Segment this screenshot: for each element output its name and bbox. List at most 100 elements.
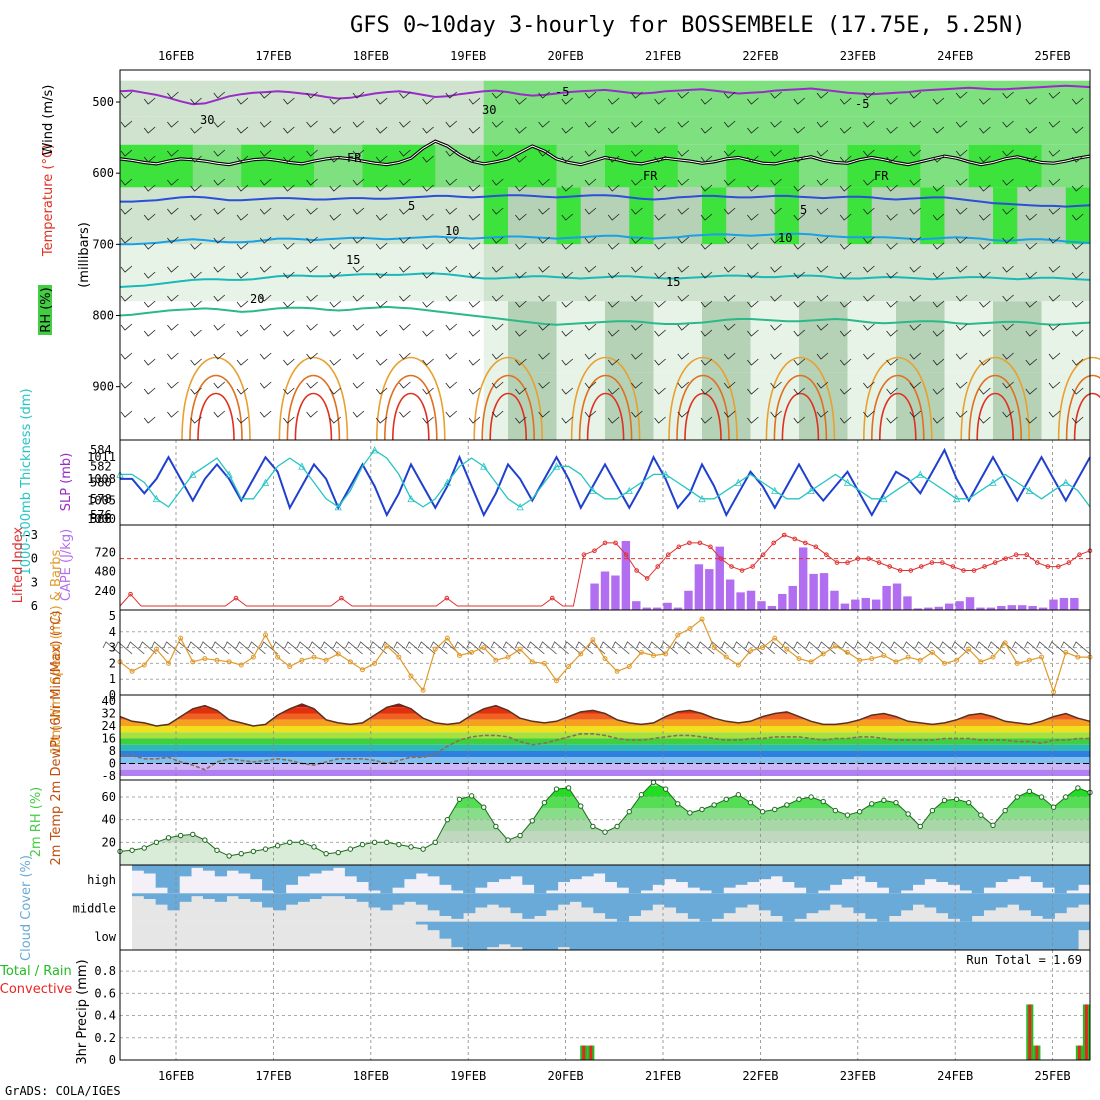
wind-barb bbox=[102, 641, 121, 655]
rh-marker bbox=[517, 832, 523, 839]
wind-barb bbox=[283, 97, 295, 105]
cloud-bar-high bbox=[593, 865, 606, 874]
cloud-bar-low bbox=[1030, 921, 1044, 950]
cloud-bar-middle bbox=[344, 893, 358, 899]
wind-barb bbox=[236, 387, 249, 395]
rh-shading-cell bbox=[799, 80, 824, 117]
cloud-bar-low bbox=[924, 921, 937, 950]
cape-bar bbox=[621, 541, 631, 610]
cloud-bar-low bbox=[995, 921, 1008, 950]
rh-shading-cell bbox=[580, 80, 606, 117]
cloud-bar-middle bbox=[959, 893, 973, 922]
wind-speed-marker bbox=[590, 637, 596, 643]
wind-speed-marker bbox=[141, 662, 147, 668]
wind-barb bbox=[1002, 265, 1014, 273]
rh-shading-cell bbox=[750, 244, 776, 302]
cape-bar bbox=[1070, 597, 1079, 610]
wind-barb bbox=[955, 410, 968, 418]
cloud-bar-high bbox=[687, 865, 701, 888]
wind-barb bbox=[190, 126, 202, 134]
wind-barb bbox=[375, 242, 388, 250]
wind-barb bbox=[143, 97, 156, 105]
wind-barb bbox=[515, 300, 527, 308]
wind-barb bbox=[143, 126, 156, 134]
wind-barb bbox=[561, 271, 574, 279]
wind-barb bbox=[932, 358, 945, 366]
wind-barb bbox=[979, 387, 991, 395]
wind-barb bbox=[631, 381, 643, 389]
precip-bar-convective bbox=[1035, 1045, 1039, 1060]
lifted-index-marker bbox=[676, 544, 682, 550]
lifted-index-marker bbox=[1045, 564, 1051, 569]
rh-marker bbox=[553, 786, 560, 792]
cloud-bar-low bbox=[758, 921, 772, 950]
rh-shading-cell bbox=[629, 301, 654, 373]
rh-marker bbox=[929, 807, 936, 814]
rh-marker bbox=[250, 848, 257, 855]
rh-shading-cell bbox=[944, 244, 970, 302]
precip-tick-label: 0.8 bbox=[94, 964, 116, 978]
contour-label: FR bbox=[643, 169, 658, 183]
wind-barb bbox=[1002, 120, 1014, 128]
rh-shading-cell bbox=[314, 187, 339, 245]
cloud-bar-low bbox=[794, 921, 807, 950]
wind-barb bbox=[886, 329, 898, 337]
rh-shading-cell bbox=[144, 187, 169, 245]
wind-barb bbox=[259, 323, 272, 331]
rh-shading-cell bbox=[508, 187, 533, 245]
wind-barb bbox=[745, 641, 763, 655]
wind-barb bbox=[636, 641, 654, 655]
wind-barb bbox=[909, 323, 922, 331]
rh-shading-cell bbox=[629, 80, 654, 117]
thickness-tick-label: 576 bbox=[90, 508, 112, 522]
wind-barb bbox=[445, 149, 458, 157]
wind-barb bbox=[816, 323, 829, 331]
cape-bar bbox=[778, 593, 787, 610]
rh-shading-cell bbox=[508, 301, 533, 373]
wind-speed-marker bbox=[360, 667, 365, 673]
wind-barb bbox=[120, 149, 133, 157]
thickness-marker bbox=[589, 486, 597, 495]
rh-shading-cell bbox=[1017, 80, 1042, 117]
wind-barb bbox=[120, 265, 133, 273]
wind-barb bbox=[120, 178, 133, 186]
cloud-ylabel: Cloud Cover (%) bbox=[19, 855, 34, 961]
wind-barb bbox=[631, 149, 643, 157]
contour-label: 15 bbox=[666, 275, 680, 289]
warm-isotherm bbox=[197, 392, 235, 441]
cloud-bar-middle bbox=[900, 893, 913, 911]
top-day-label: 24FEB bbox=[937, 49, 973, 63]
wind-barb bbox=[863, 178, 875, 186]
rh-shading-cell bbox=[702, 372, 727, 440]
cloud-bar-middle bbox=[380, 893, 393, 911]
cloud-bar-high bbox=[427, 865, 440, 877]
lifted-index-marker bbox=[718, 556, 724, 561]
contour-label: -5 bbox=[555, 85, 569, 99]
rh-band bbox=[120, 819, 1090, 831]
rh-shading-cell bbox=[799, 244, 824, 302]
wind-speed-marker bbox=[432, 646, 438, 652]
rh-shading-cell bbox=[120, 80, 145, 117]
cloud-bar-low bbox=[451, 921, 464, 948]
wind-barb bbox=[979, 271, 991, 279]
rh-shading-cell bbox=[483, 116, 509, 145]
wind-barb bbox=[863, 91, 875, 99]
bottom-day-label: 22FEB bbox=[742, 1069, 778, 1083]
cloud-bar-low bbox=[735, 921, 748, 950]
cloud-bar-high bbox=[770, 865, 783, 877]
wind-barb bbox=[723, 178, 736, 186]
wind-speed-marker bbox=[1002, 640, 1008, 646]
temp-tick-label: 32 bbox=[102, 707, 116, 721]
wind-barb bbox=[1048, 381, 1061, 389]
cloud-bar-low bbox=[628, 921, 641, 950]
isotherm-20 bbox=[119, 305, 1091, 326]
wind-barb bbox=[723, 207, 736, 215]
wind-barb bbox=[886, 213, 898, 221]
wind-barb bbox=[491, 236, 504, 244]
wind-barb bbox=[561, 126, 574, 134]
wind-barb bbox=[932, 97, 945, 105]
contour-label: FR bbox=[874, 169, 889, 183]
wind-barb bbox=[607, 155, 620, 163]
cape-bar bbox=[976, 607, 985, 610]
